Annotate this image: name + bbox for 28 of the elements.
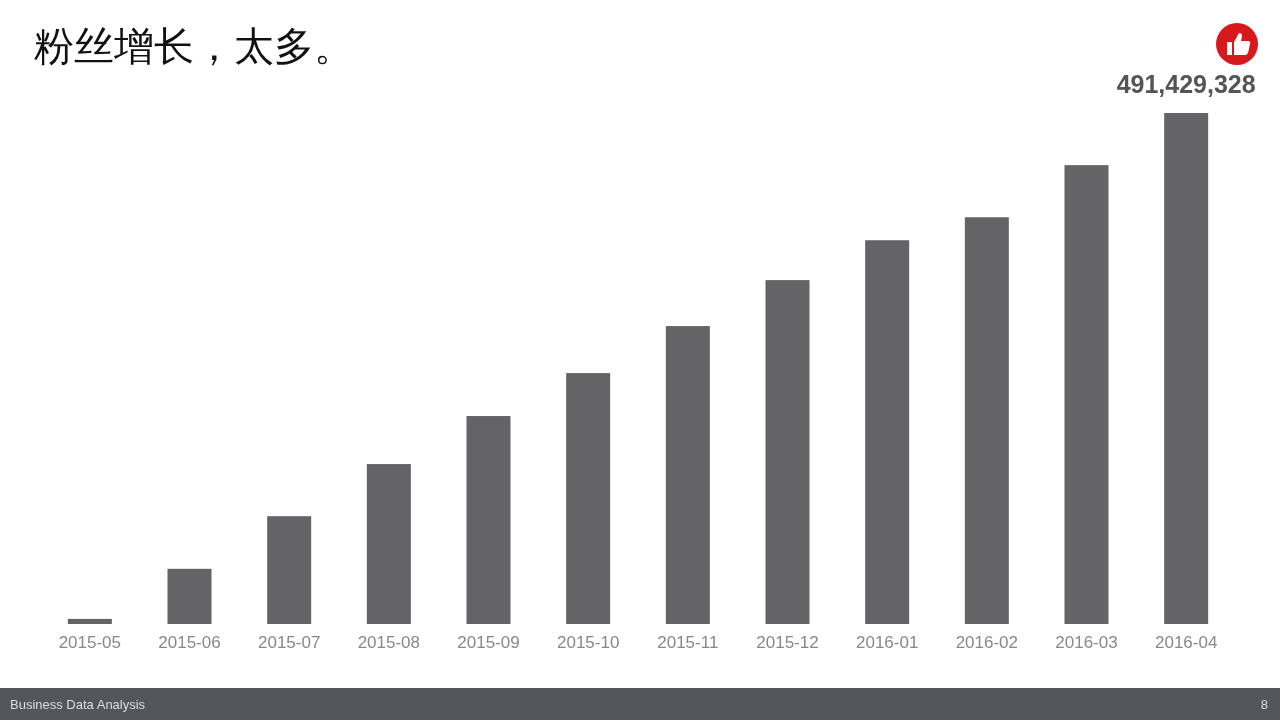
bar xyxy=(865,240,910,624)
bar xyxy=(67,618,112,624)
x-tick-label: 2016-02 xyxy=(955,633,1019,652)
x-tick-label: 2015-10 xyxy=(556,633,620,652)
x-tick-label: 2016-01 xyxy=(855,633,919,652)
annotation: 491,429,328 xyxy=(1116,70,1256,98)
x-tick-label: 2016-04 xyxy=(1154,633,1218,652)
bar xyxy=(1164,113,1209,624)
chart-title: 粉丝增长，太多。 xyxy=(34,24,354,68)
bar xyxy=(765,280,810,624)
bar xyxy=(1064,165,1109,624)
bar xyxy=(566,373,611,624)
x-tick-label: 2015-11 xyxy=(657,633,719,652)
bar xyxy=(366,464,411,624)
bar xyxy=(267,516,312,624)
bar xyxy=(665,326,710,624)
text: Business Data Analysis xyxy=(10,697,146,712)
x-tick-label: 2015-09 xyxy=(457,633,520,652)
x-tick-label: 2015-05 xyxy=(58,633,122,652)
x-tick-label: 2016-03 xyxy=(1055,633,1118,652)
bar xyxy=(466,416,511,624)
x-tick-label: 2015-07 xyxy=(257,633,321,652)
x-tick-label: 2015-06 xyxy=(158,633,221,652)
bar xyxy=(167,568,212,624)
x-tick-label: 2015-12 xyxy=(756,633,819,652)
bar xyxy=(964,217,1009,624)
text: 8 xyxy=(1260,697,1268,712)
x-tick-label: 2015-08 xyxy=(357,633,421,652)
